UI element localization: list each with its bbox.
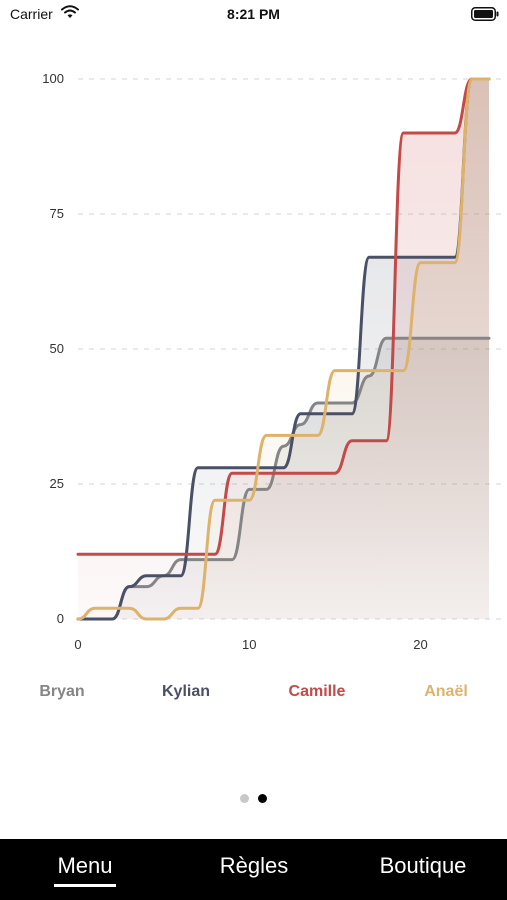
chart-legend: Bryan Kylian Camille Anaël bbox=[0, 683, 507, 703]
x-tick-label: 10 bbox=[242, 637, 256, 652]
series-lines bbox=[76, 77, 491, 621]
carrier-label: Carrier bbox=[10, 6, 53, 22]
y-tick-label: 25 bbox=[50, 476, 64, 491]
series-line bbox=[76, 77, 491, 621]
page-indicator[interactable] bbox=[0, 794, 507, 806]
y-axis-ticks: 0 25 50 75 100 bbox=[42, 71, 64, 626]
series-line bbox=[76, 77, 491, 621]
line-chart: 0 25 50 75 100 0 10 20 bbox=[42, 71, 505, 652]
pager-dot[interactable] bbox=[258, 794, 267, 803]
x-axis-ticks: 0 10 20 bbox=[74, 637, 427, 652]
legend-item: Anaël bbox=[424, 683, 468, 700]
battery-icon bbox=[471, 7, 499, 24]
tab-bar: Menu Règles Boutique bbox=[0, 839, 507, 900]
status-bar: Carrier 8:21 PM bbox=[0, 0, 507, 28]
clock-time: 8:21 PM bbox=[227, 6, 280, 22]
y-tick-label: 75 bbox=[50, 206, 64, 221]
tab-boutique[interactable]: Boutique bbox=[379, 853, 467, 878]
y-tick-label: 100 bbox=[42, 71, 64, 86]
x-tick-label: 20 bbox=[413, 637, 427, 652]
x-tick-label: 0 bbox=[74, 637, 81, 652]
series-fills bbox=[78, 79, 489, 619]
tab-menu[interactable]: Menu bbox=[57, 853, 113, 878]
pager-dot[interactable] bbox=[240, 794, 249, 803]
y-tick-label: 50 bbox=[50, 341, 64, 356]
active-tab-indicator bbox=[54, 884, 116, 887]
legend-item: Bryan bbox=[39, 683, 85, 700]
series-line bbox=[76, 336, 491, 621]
y-tick-label: 0 bbox=[57, 611, 64, 626]
series-area bbox=[78, 79, 489, 619]
wifi-icon bbox=[61, 5, 79, 22]
legend-item: Kylian bbox=[161, 683, 211, 700]
legend-item: Camille bbox=[288, 683, 346, 700]
series-line bbox=[76, 77, 491, 556]
tab-regles[interactable]: Règles bbox=[219, 853, 289, 878]
